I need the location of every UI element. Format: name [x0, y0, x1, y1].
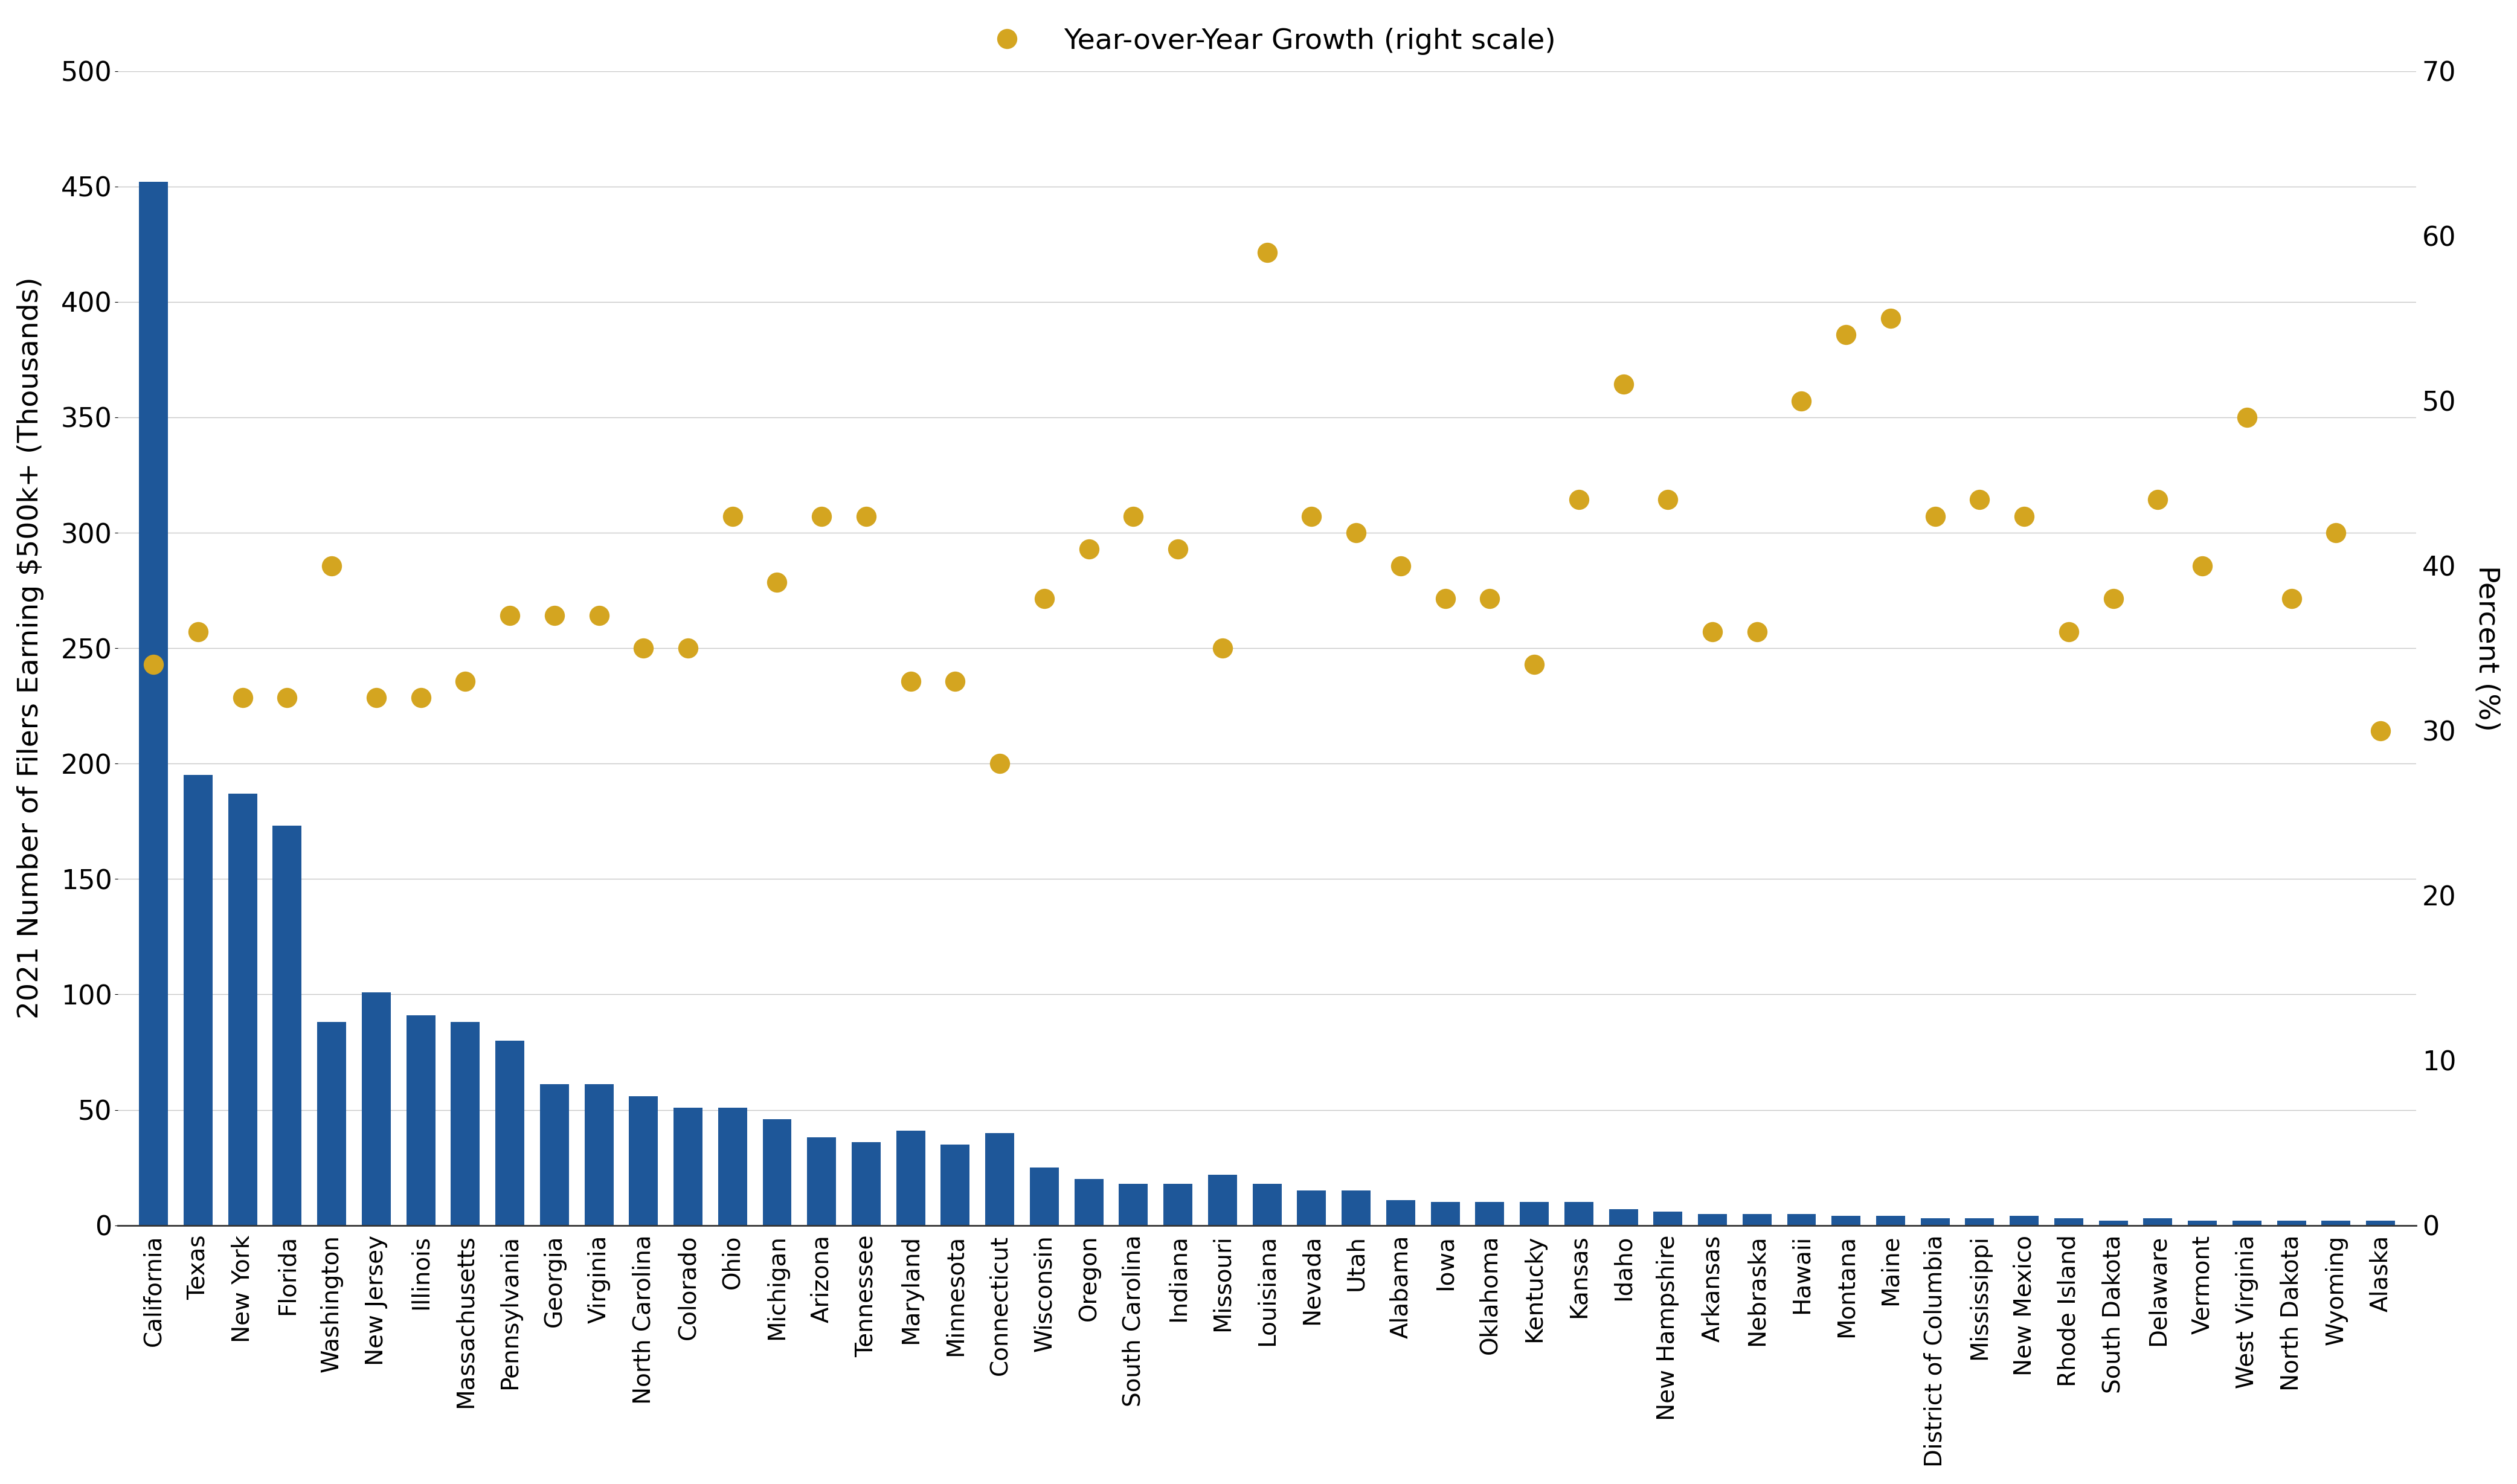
Bar [851, 1143, 881, 1226]
Bar [362, 993, 390, 1226]
Bar [1608, 1209, 1639, 1226]
Bar [1387, 1201, 1415, 1226]
Bar [808, 1138, 836, 1226]
Bar [2233, 1221, 2260, 1226]
Bar [1699, 1214, 1727, 1226]
Bar [941, 1144, 969, 1226]
Bar [2144, 1218, 2172, 1226]
Bar [675, 1107, 702, 1226]
Bar [2321, 1221, 2351, 1226]
Bar [272, 827, 302, 1226]
Bar [1430, 1202, 1460, 1226]
Y-axis label: 2021 Number of Filers Earning $500k+ (Thousands): 2021 Number of Filers Earning $500k+ (Th… [18, 278, 43, 1020]
Bar [1253, 1184, 1281, 1226]
Bar [1208, 1174, 1236, 1226]
Bar [2009, 1215, 2039, 1226]
Bar [229, 794, 257, 1226]
Bar [584, 1085, 614, 1226]
Bar [896, 1131, 926, 1226]
Bar [1787, 1214, 1815, 1226]
Bar [1520, 1202, 1548, 1226]
Bar [184, 775, 211, 1226]
Bar [138, 183, 169, 1226]
Bar [1966, 1218, 1993, 1226]
Bar [1120, 1184, 1148, 1226]
Bar [496, 1040, 524, 1226]
Bar [1742, 1214, 1772, 1226]
Bar [1875, 1215, 1905, 1226]
Legend: Year-over-Year Growth (right scale): Year-over-Year Growth (right scale) [967, 16, 1568, 67]
Bar [717, 1107, 748, 1226]
Bar [1475, 1202, 1505, 1226]
Bar [2054, 1218, 2084, 1226]
Bar [2099, 1221, 2127, 1226]
Bar [1075, 1180, 1102, 1226]
Bar [1029, 1168, 1060, 1226]
Bar [317, 1022, 347, 1226]
Bar [2366, 1221, 2396, 1226]
Bar [1342, 1190, 1372, 1226]
Y-axis label: Percent (%): Percent (%) [2474, 565, 2499, 732]
Bar [2278, 1221, 2306, 1226]
Bar [2187, 1221, 2217, 1226]
Bar [984, 1132, 1014, 1226]
Bar [1832, 1215, 1860, 1226]
Bar [541, 1085, 569, 1226]
Bar [1296, 1190, 1326, 1226]
Bar [629, 1097, 657, 1226]
Bar [1163, 1184, 1193, 1226]
Bar [1654, 1211, 1681, 1226]
Bar [763, 1119, 790, 1226]
Bar [451, 1022, 481, 1226]
Bar [1566, 1202, 1593, 1226]
Bar [1920, 1218, 1951, 1226]
Bar [405, 1015, 435, 1226]
